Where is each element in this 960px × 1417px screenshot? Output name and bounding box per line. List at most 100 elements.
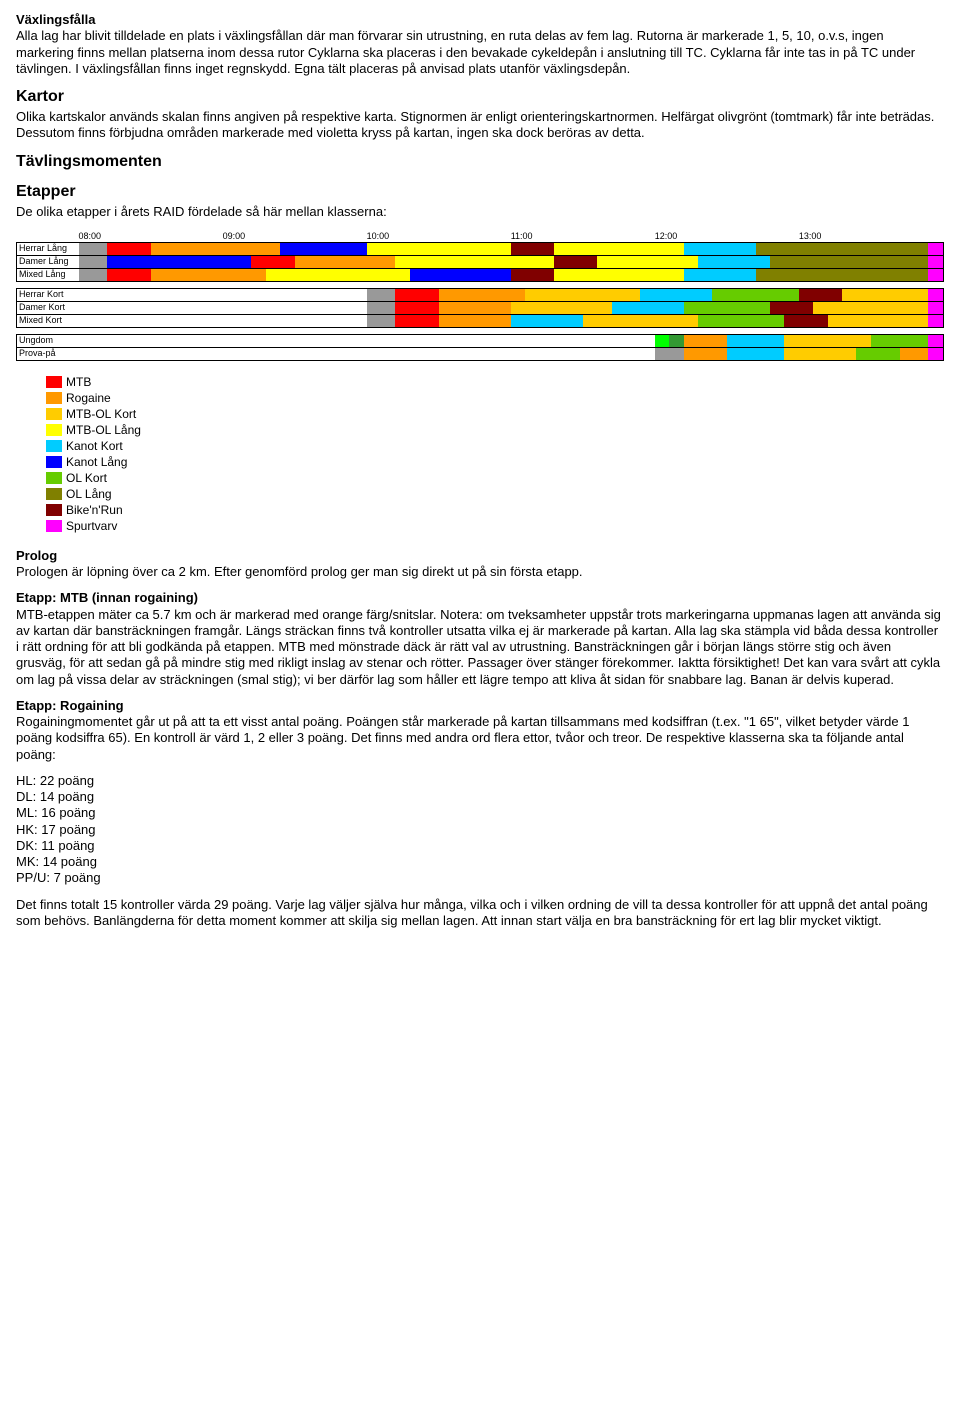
timeline-segment bbox=[698, 255, 770, 268]
legend-item: MTB-OL Kort bbox=[46, 407, 944, 422]
legend-item: Rogaine bbox=[46, 391, 944, 406]
timeline-segment bbox=[151, 268, 266, 281]
legend-label: MTB bbox=[66, 375, 91, 390]
time-tick: 11:00 bbox=[511, 230, 655, 243]
timeline-row: Ungdom bbox=[17, 334, 944, 347]
heading-etapp-rogaining: Etapp: Rogaining bbox=[16, 698, 944, 714]
timeline-segment bbox=[612, 301, 684, 314]
legend-swatch bbox=[46, 424, 62, 436]
timeline-segment bbox=[395, 255, 553, 268]
para-vaxlingsfalla: Alla lag har blivit tilldelade en plats … bbox=[16, 28, 944, 77]
heading-kartor: Kartor bbox=[16, 87, 944, 107]
timeline-segment bbox=[856, 347, 899, 360]
timeline-segment bbox=[828, 314, 929, 327]
timeline-segment bbox=[770, 255, 928, 268]
time-tick: 08:00 bbox=[79, 230, 223, 243]
row-label: Herrar Lång bbox=[17, 242, 79, 255]
para-etapper-intro: De olika etapper i årets RAID fördelade … bbox=[16, 204, 944, 220]
para-etapp-rogaining: Rogainingmomentet går ut på att ta ett v… bbox=[16, 714, 944, 763]
row-label: Herrar Kort bbox=[17, 288, 79, 301]
timeline-segment bbox=[79, 301, 367, 314]
timeline-segment bbox=[900, 347, 929, 360]
stage-timeline-chart: 08:0009:0010:0011:0012:0013:00 Herrar Lån… bbox=[16, 230, 944, 361]
heading-etapp-mtb: Etapp: MTB (innan rogaining) bbox=[16, 590, 944, 606]
heading-prolog: Prolog bbox=[16, 548, 944, 564]
timeline-segment bbox=[669, 334, 683, 347]
timeline-segment bbox=[928, 242, 943, 255]
legend-label: OL Kort bbox=[66, 471, 107, 486]
timeline-segment bbox=[727, 347, 785, 360]
row-label: Damer Lång bbox=[17, 255, 79, 268]
timeline-segment bbox=[784, 347, 856, 360]
timeline-segment bbox=[367, 314, 396, 327]
timeline-segment bbox=[280, 242, 366, 255]
legend-item: Kanot Kort bbox=[46, 439, 944, 454]
legend-item: OL Kort bbox=[46, 471, 944, 486]
time-tick: 12:00 bbox=[655, 230, 799, 243]
legend-swatch bbox=[46, 456, 62, 468]
timeline-segment bbox=[525, 288, 640, 301]
heading-etapper: Etapper bbox=[16, 182, 944, 202]
legend-label: OL Lång bbox=[66, 487, 112, 502]
timeline-segment bbox=[554, 268, 684, 281]
timeline-row: Damer Lång bbox=[17, 255, 944, 268]
rogaining-points-list: HL: 22 poängDL: 14 poängML: 16 poängHK: … bbox=[16, 773, 944, 887]
timeline-segment bbox=[511, 268, 554, 281]
timeline-segment bbox=[928, 301, 943, 314]
points-line: HK: 17 poäng bbox=[16, 822, 944, 838]
row-label: Mixed Lång bbox=[17, 268, 79, 281]
timeline-row: Mixed Kort bbox=[17, 314, 944, 327]
row-label: Prova-på bbox=[17, 347, 79, 360]
timeline-segment bbox=[928, 288, 943, 301]
time-tick: 10:00 bbox=[367, 230, 511, 243]
legend-item: OL Lång bbox=[46, 487, 944, 502]
legend-item: Spurtvarv bbox=[46, 519, 944, 534]
timeline-segment bbox=[928, 314, 943, 327]
legend-swatch bbox=[46, 504, 62, 516]
timeline-segment bbox=[813, 301, 928, 314]
points-line: HL: 22 poäng bbox=[16, 773, 944, 789]
timeline-segment bbox=[107, 255, 251, 268]
timeline-segment bbox=[684, 334, 727, 347]
timeline-segment bbox=[395, 301, 438, 314]
heading-tavlingsmomenten: Tävlingsmomenten bbox=[16, 152, 944, 172]
row-label: Damer Kort bbox=[17, 301, 79, 314]
time-tick: 13:00 bbox=[799, 230, 944, 243]
legend-label: Kanot Lång bbox=[66, 455, 127, 470]
legend-swatch bbox=[46, 488, 62, 500]
timeline-segment bbox=[511, 242, 554, 255]
legend-item: MTB bbox=[46, 375, 944, 390]
timeline-segment bbox=[684, 347, 727, 360]
legend-swatch bbox=[46, 472, 62, 484]
legend-item: Kanot Lång bbox=[46, 455, 944, 470]
legend-swatch bbox=[46, 520, 62, 532]
timeline-segment bbox=[727, 334, 785, 347]
para-rogaining-footer: Det finns totalt 15 kontroller värda 29 … bbox=[16, 897, 944, 930]
timeline-segment bbox=[583, 314, 698, 327]
legend-swatch bbox=[46, 376, 62, 388]
para-prolog: Prologen är löpning över ca 2 km. Efter … bbox=[16, 564, 944, 580]
timeline-row: Damer Kort bbox=[17, 301, 944, 314]
timeline-segment bbox=[79, 268, 108, 281]
timeline-segment bbox=[367, 288, 396, 301]
timeline-segment bbox=[107, 242, 150, 255]
timeline-segment bbox=[655, 334, 669, 347]
timeline-segment bbox=[79, 314, 367, 327]
row-label: Ungdom bbox=[17, 334, 79, 347]
timeline-segment bbox=[698, 314, 784, 327]
timeline-segment bbox=[79, 242, 108, 255]
heading-vaxlingsfalla: Växlingsfålla bbox=[16, 12, 944, 28]
timeline-segment bbox=[684, 242, 756, 255]
timeline-segment bbox=[640, 288, 712, 301]
timeline-segment bbox=[684, 301, 770, 314]
legend-swatch bbox=[46, 408, 62, 420]
timeline-segment bbox=[79, 255, 108, 268]
timeline-segment bbox=[784, 314, 827, 327]
legend-item: Bike'n'Run bbox=[46, 503, 944, 518]
timeline-segment bbox=[395, 288, 438, 301]
timeline-row: Herrar Kort bbox=[17, 288, 944, 301]
time-tick: 09:00 bbox=[223, 230, 367, 243]
timeline-segment bbox=[439, 301, 511, 314]
legend-label: Bike'n'Run bbox=[66, 503, 123, 518]
timeline-segment bbox=[928, 347, 943, 360]
